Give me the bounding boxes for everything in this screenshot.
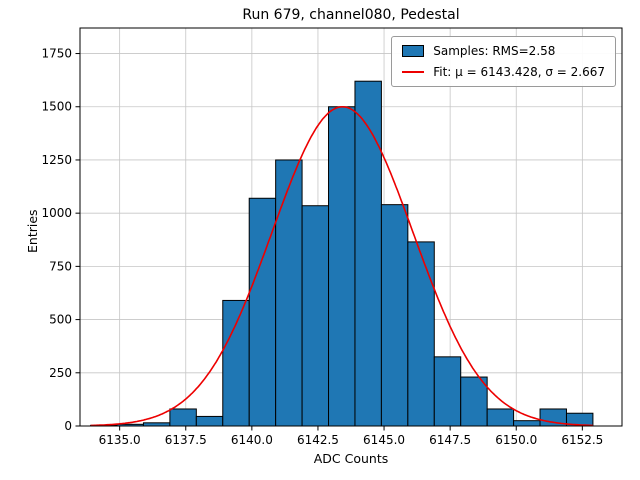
samples-swatch-icon (402, 45, 425, 57)
histogram-bar (486, 408, 515, 427)
y-tick-label: 250 (49, 366, 72, 380)
y-tick-label: 1500 (41, 100, 72, 114)
x-tick-label: 6150.0 (495, 433, 537, 447)
fit-line-swatch-icon (402, 71, 425, 73)
histogram-bar (513, 420, 541, 427)
y-tick-label: 0 (64, 419, 72, 433)
histogram-bar (275, 159, 303, 427)
histogram-bar (380, 204, 409, 427)
x-tick-label: 6147.5 (429, 433, 471, 447)
histogram-bar (407, 241, 435, 427)
legend: Samples: RMS=2.58 Fit: μ = 6143.428, σ =… (391, 36, 616, 87)
histogram-bar (301, 205, 330, 427)
histogram-bar (354, 80, 382, 427)
x-tick-label: 6140.0 (231, 433, 273, 447)
legend-label-fit: Fit: μ = 6143.428, σ = 2.667 (433, 65, 605, 79)
axes-frame (79, 27, 623, 427)
y-tick-label: 500 (49, 313, 72, 327)
histogram-bar (460, 376, 488, 427)
x-tick-label: 6135.0 (99, 433, 141, 447)
x-tick-label: 6137.5 (165, 433, 207, 447)
y-axis-label: Entries (25, 209, 40, 253)
y-tick-label: 750 (49, 259, 72, 273)
histogram-bar (169, 408, 197, 427)
chart-title: Run 679, channel080, Pedestal (242, 7, 460, 23)
x-tick-label: 6152.5 (561, 433, 603, 447)
x-tick-label: 6145.0 (363, 433, 405, 447)
histogram-bar (222, 299, 250, 427)
y-tick-label: 1000 (41, 206, 72, 220)
legend-item-fit: Fit: μ = 6143.428, σ = 2.667 (402, 65, 605, 79)
legend-item-samples: Samples: RMS=2.58 (402, 44, 605, 58)
fit-curve (90, 106, 593, 427)
y-tick-label: 1250 (41, 153, 72, 167)
x-axis-label: ADC Counts (313, 451, 389, 466)
legend-label-samples: Samples: RMS=2.58 (433, 44, 556, 58)
histogram-bar (195, 415, 224, 427)
x-tick-label: 6142.5 (297, 433, 339, 447)
y-tick-label: 1750 (41, 47, 72, 61)
histogram-bar (433, 356, 462, 427)
histogram-bar (328, 106, 356, 427)
